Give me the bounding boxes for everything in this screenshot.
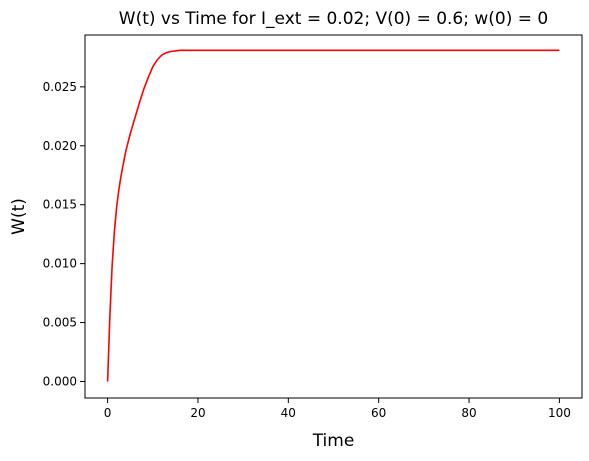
y-tick-label: 0.000 (43, 375, 77, 389)
y-tick-label: 0.010 (43, 257, 77, 271)
y-tick-label: 0.015 (43, 198, 77, 212)
x-tick-label: 60 (371, 406, 386, 420)
x-tick-label: 100 (548, 406, 571, 420)
chart-title: W(t) vs Time for I_ext = 0.02; V(0) = 0.… (119, 9, 548, 29)
x-tick-label: 40 (281, 406, 296, 420)
x-axis-ticks: 0 20 40 60 80 100 (104, 398, 571, 420)
series-line (106, 49, 560, 382)
y-tick-label: 0.005 (43, 316, 77, 330)
x-tick-label: 20 (190, 406, 205, 420)
x-tick-label: 0 (104, 406, 112, 420)
x-axis-label: Time (312, 431, 355, 451)
y-axis-ticks: 0.000 0.005 0.010 0.015 0.020 0.025 (43, 80, 85, 389)
y-axis-label: W(t) (9, 198, 29, 235)
y-tick-label: 0.020 (43, 139, 77, 153)
plot-frame (84, 34, 583, 399)
y-tick-label: 0.025 (43, 80, 77, 94)
x-tick-label: 80 (461, 406, 476, 420)
plot-area (84, 34, 583, 399)
series-layer (106, 49, 560, 382)
